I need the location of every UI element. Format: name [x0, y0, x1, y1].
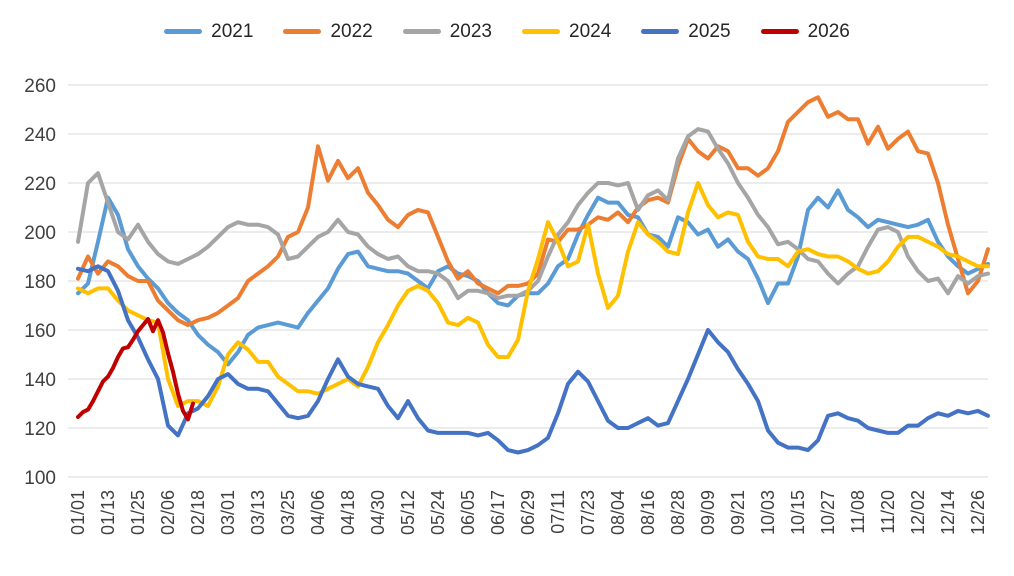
y-axis-tick-label: 220: [24, 174, 56, 195]
y-axis-tick-label: 180: [24, 272, 56, 293]
x-axis-tick-label: 02/18: [188, 490, 208, 535]
x-axis-tick-label: 05/24: [428, 490, 448, 535]
x-axis-tick-label: 12/26: [968, 490, 988, 535]
series-line-2023: [76, 127, 990, 301]
legend-label: 2021: [211, 21, 254, 42]
x-axis-tick-label: 12/14: [938, 490, 958, 535]
legend-label: 2024: [569, 21, 612, 42]
x-axis-tick-label: 08/04: [608, 490, 628, 535]
x-axis-tick-label: 08/16: [638, 490, 658, 535]
x-axis-tick-label: 03/01: [218, 490, 238, 535]
legend-line-swatch: [522, 29, 560, 34]
x-axis-tick-label: 04/18: [338, 490, 358, 535]
chart-legend: 2021 2022 2023 2024 2025 2026: [0, 22, 1014, 41]
x-axis-tick-label: 10/03: [758, 490, 778, 535]
x-axis-tick-label: 09/09: [698, 490, 718, 535]
series-line-2024: [76, 181, 990, 408]
legend-item-2024[interactable]: 2024: [522, 22, 611, 41]
legend-line-swatch: [760, 29, 799, 34]
legend-label: 2026: [807, 21, 850, 42]
legend-line-swatch: [641, 29, 680, 34]
y-axis-tick-label: 240: [24, 125, 56, 146]
legend-label: 2022: [330, 21, 373, 42]
legend-label: 2023: [449, 21, 492, 42]
series-line-2021: [76, 188, 990, 367]
x-axis-tick-label: 06/29: [518, 490, 538, 535]
x-axis-tick-label: 01/25: [128, 490, 148, 535]
x-axis-tick-label: 01/13: [98, 490, 118, 535]
x-axis-tick-label: 07/23: [578, 490, 598, 535]
series-line-2026: [76, 317, 195, 422]
x-axis-tick-label: 04/30: [368, 490, 388, 535]
legend-item-2026[interactable]: 2026: [760, 21, 850, 42]
legend-item-2022[interactable]: 2022: [283, 21, 373, 42]
x-axis-tick-label: 08/28: [668, 490, 688, 535]
x-axis-tick-label: 02/06: [158, 490, 178, 535]
x-axis-tick-label: 04/06: [308, 490, 328, 535]
y-axis-tick-label: 140: [24, 370, 56, 391]
x-axis-tick-label: 11/20: [878, 490, 898, 534]
series-line-2025: [76, 264, 990, 455]
x-axis-tick-label: 06/17: [488, 490, 508, 535]
x-axis-tick-label: 09/21: [728, 490, 748, 535]
x-axis-tick-label: 01/01: [68, 490, 88, 535]
x-axis-tick-label: 07/11: [548, 490, 568, 534]
legend-item-2023[interactable]: 2023: [402, 21, 492, 42]
legend-label: 2025: [688, 21, 731, 42]
y-axis-tick-label: 160: [24, 321, 56, 342]
legend-item-2021[interactable]: 2021: [164, 22, 253, 41]
x-axis-tick-label: 12/02: [908, 490, 928, 535]
x-axis-tick-label: 10/27: [818, 490, 838, 535]
x-axis-tick-label: 10/15: [788, 490, 808, 535]
y-axis-tick-label: 120: [24, 419, 56, 440]
x-axis-tick-label: 06/05: [458, 490, 478, 535]
x-axis-tick-label: 03/13: [248, 490, 268, 535]
x-axis-tick-label: 05/12: [398, 490, 418, 535]
legend-item-2025[interactable]: 2025: [641, 21, 731, 42]
y-axis-tick-label: 200: [24, 223, 56, 244]
legend-line-swatch: [164, 29, 203, 34]
y-axis-tick-label: 260: [24, 76, 56, 97]
legend-line-swatch: [402, 29, 441, 34]
y-axis-tick-label: 100: [24, 468, 56, 489]
x-axis-tick-label: 11/08: [848, 490, 868, 534]
x-axis-tick-label: 03/25: [278, 490, 298, 535]
legend-line-swatch: [283, 29, 322, 34]
